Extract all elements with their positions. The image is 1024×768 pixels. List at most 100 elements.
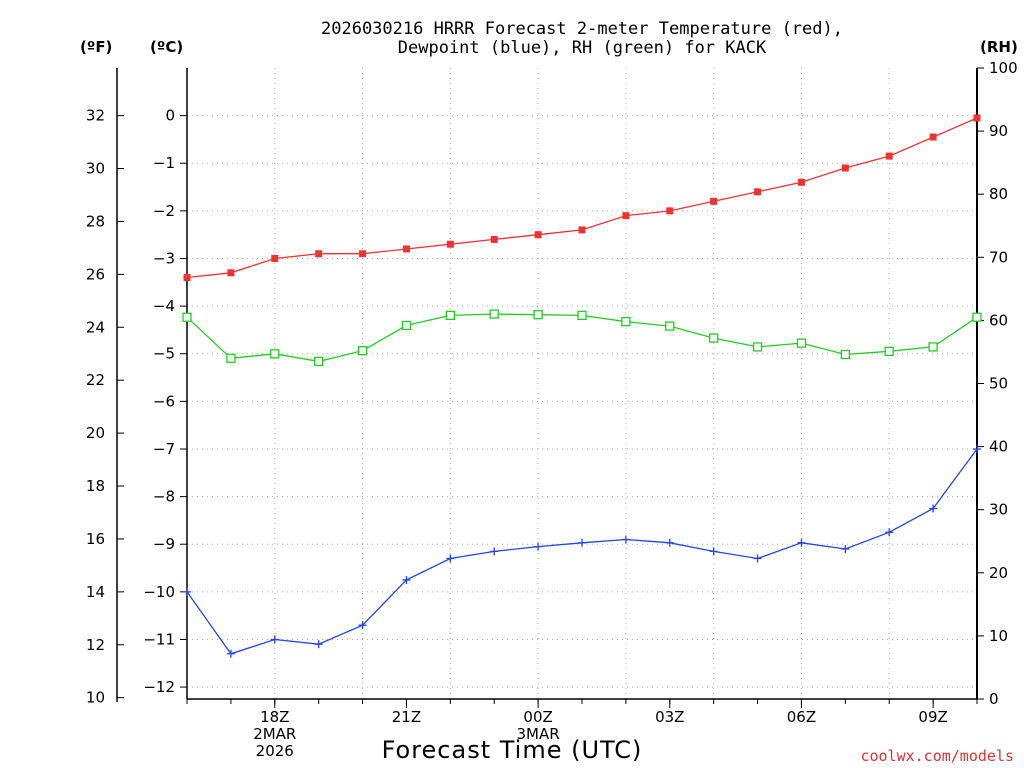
rh-tick-label: 20 (989, 564, 1008, 582)
temperature-point (929, 133, 937, 141)
dewpoint-point (797, 538, 806, 547)
rh-point (884, 346, 894, 356)
dewpoint-point (621, 535, 630, 544)
rh-tick-label: 10 (989, 627, 1008, 645)
dewpoint-point (753, 554, 762, 563)
dewpoint-point (402, 575, 411, 584)
temperature-point (183, 274, 191, 282)
temperature-point (227, 269, 235, 277)
dewpoint-point (358, 621, 367, 630)
rh-unit-label: (RH) (980, 38, 1018, 56)
celsius-tick-label: −3 (153, 249, 175, 267)
x-tick-label: 03Z (655, 708, 684, 726)
fahrenheit-tick-label: 18 (86, 477, 105, 495)
temperature-point (359, 250, 367, 258)
fahrenheit-tick-label: 24 (86, 318, 105, 336)
temperature-point (841, 164, 849, 172)
temperature-point (666, 207, 674, 215)
fahrenheit-tick-label: 10 (86, 689, 105, 707)
fahrenheit-tick-label: 32 (86, 107, 105, 125)
temperature-point (578, 226, 586, 234)
rh-point (182, 312, 192, 322)
celsius-tick-label: −2 (153, 202, 175, 220)
temperature-point (271, 254, 279, 262)
x-tick-label: 2MAR (253, 725, 296, 743)
fahrenheit-tick-label: 16 (86, 530, 105, 548)
dewpoint-point (226, 649, 235, 658)
x-tick-label: 3MAR (517, 725, 560, 743)
rh-tick-label: 80 (989, 185, 1008, 203)
celsius-tick-label: −1 (153, 154, 175, 172)
celsius-tick-label: −4 (153, 297, 175, 315)
rh-point (401, 320, 412, 331)
rh-point (709, 333, 719, 343)
dewpoint-point (270, 635, 279, 644)
dewpoint-point (841, 544, 850, 553)
axes: 0 −1 −2 −3 −4 −5 −6 −7 −8 −9 −10 −11 −12 32 30 28 26 24 22… (86, 59, 1018, 760)
rh-point (270, 349, 280, 359)
rh-point (796, 338, 807, 348)
rh-tick-label: 30 (989, 501, 1008, 519)
celsius-tick-label: −5 (153, 345, 175, 363)
rh-tick-label: 100 (989, 59, 1018, 77)
fahrenheit-tick-label: 28 (86, 212, 105, 230)
temperature-point (622, 212, 630, 220)
dewpoint-point (885, 528, 894, 537)
rh-point (665, 321, 675, 331)
rh-point (928, 342, 938, 352)
temperature-point (710, 197, 718, 205)
rh-tick-label: 70 (989, 248, 1008, 266)
celsius-tick-label: −6 (153, 392, 175, 410)
dewpoint-point (490, 547, 499, 556)
rh-point (445, 310, 455, 321)
credit-text: coolwx.com/models (860, 747, 1014, 765)
rh-tick-label: 50 (989, 375, 1008, 393)
fahrenheit-tick-label: 14 (86, 583, 105, 601)
celsius-unit-label: (ºC) (150, 38, 183, 56)
x-tick-label: 2026 (256, 742, 294, 760)
rh-point (314, 356, 324, 367)
dewpoint-point (314, 640, 323, 649)
x-tick-label: 00Z (523, 708, 552, 726)
rh-point (840, 349, 850, 360)
celsius-tick-label: 0 (165, 107, 175, 125)
rh-point (489, 309, 499, 319)
temperature-point (754, 188, 762, 196)
fahrenheit-tick-label: 26 (86, 265, 105, 283)
fahrenheit-tick-label: 12 (86, 636, 105, 654)
rh-point (357, 346, 368, 356)
dewpoint-point (446, 554, 455, 563)
celsius-tick-label: −9 (153, 535, 175, 553)
fahrenheit-tick-label: 30 (86, 160, 105, 178)
temperature-line (186, 117, 978, 279)
rh-tick-label: 90 (989, 122, 1008, 140)
x-tick-label: 18Z (260, 708, 289, 726)
dewpoint-point (973, 444, 981, 453)
rh-point (577, 310, 587, 321)
dewpoint-point (665, 538, 674, 547)
grid-lines (186, 68, 978, 699)
chart-title-line2: Dewpoint (blue), RH (green) for KACK (398, 38, 767, 58)
rh-tick-label: 40 (989, 438, 1008, 456)
celsius-tick-label: −8 (153, 488, 175, 506)
temperature-point (534, 231, 542, 239)
rh-point (972, 312, 982, 322)
x-tick-label: 21Z (392, 708, 421, 726)
dewpoint-point (709, 547, 718, 556)
rh-tick-label: 0 (989, 690, 999, 708)
temperature-point (797, 178, 805, 186)
temperature-point (885, 152, 893, 160)
rh-point (752, 342, 763, 352)
temperature-point (446, 240, 454, 248)
rh-tick-label: 60 (989, 311, 1008, 329)
fahrenheit-tick-label: 22 (86, 371, 105, 389)
temperature-point (973, 114, 981, 122)
rh-point (226, 353, 236, 363)
celsius-tick-label: −11 (143, 630, 175, 648)
dewpoint-point (929, 504, 938, 513)
series-layer (182, 114, 982, 658)
fahrenheit-unit-label: (ºF) (80, 38, 112, 56)
fahrenheit-tick-label: 20 (86, 424, 105, 442)
dewpoint-line (186, 448, 978, 655)
